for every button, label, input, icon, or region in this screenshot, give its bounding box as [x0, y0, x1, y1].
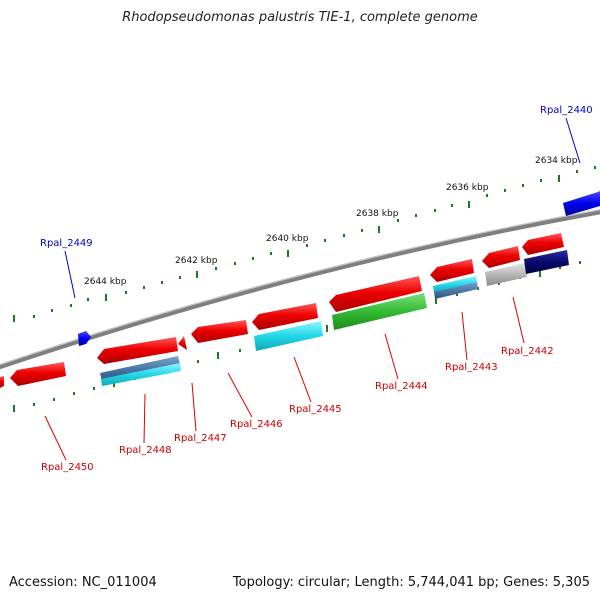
feature-bar-cyan — [254, 321, 323, 351]
gene-Rpal_2449-arrow[interactable] — [78, 331, 91, 346]
gene-Rpal_2442-right-arrow[interactable] — [522, 233, 564, 255]
gene-Rpal_2450-left-fragment[interactable] — [0, 376, 4, 388]
gene-label-Rpal_2445[interactable]: Rpal_2445 — [289, 404, 342, 415]
feature-bar-cyan — [101, 363, 181, 386]
leader-line — [143, 393, 146, 444]
gene-label-Rpal_2443[interactable]: Rpal_2443 — [445, 362, 498, 373]
feature-bar-cyan — [433, 276, 477, 293]
gene-Rpal_2448-arrow[interactable] — [97, 337, 178, 364]
gene-Rpal_2442-left-arrow[interactable] — [482, 246, 520, 268]
leader-line — [227, 372, 253, 418]
feature-bar-steelblue — [100, 356, 180, 381]
map-title: Rhodopseudomonas palustris TIE-1, comple… — [122, 10, 478, 25]
feature-bar-gray — [485, 263, 527, 286]
gene-label-Rpal_2440[interactable]: Rpal_2440 — [540, 105, 593, 116]
outer-tick-ruler — [13, 166, 596, 322]
leader-line — [64, 250, 76, 299]
genome-backbone-highlight — [0, 209, 600, 366]
topology-text: Topology: circular; Length: 5,744,041 bp… — [232, 575, 590, 590]
gene-Rpal_2440-arrow[interactable] — [563, 191, 600, 216]
kbp-label: 2642 kbp — [175, 256, 218, 266]
kbp-label: 2644 kbp — [84, 277, 127, 287]
gene-Rpal_2445-arrow[interactable] — [252, 303, 318, 330]
genome-backbone — [0, 209, 600, 370]
gene-Rpal_2447-arrow[interactable] — [178, 336, 187, 350]
kbp-labels: 2634 kbp 2636 kbp 2638 kbp 2640 kbp 2642… — [84, 156, 578, 287]
leader-line — [461, 311, 468, 361]
gene-label-Rpal_2447[interactable]: Rpal_2447 — [174, 433, 227, 444]
kbp-label: 2636 kbp — [446, 183, 489, 193]
gene-label-Rpal_2448[interactable]: Rpal_2448 — [119, 445, 172, 456]
leader-line — [565, 117, 581, 164]
gene-Rpal_2446-arrow[interactable] — [191, 320, 248, 343]
leader-lines — [44, 117, 581, 461]
gene-label-Rpal_2449[interactable]: Rpal_2449 — [40, 238, 93, 249]
kbp-label: 2640 kbp — [266, 234, 309, 244]
leader-line — [512, 296, 525, 344]
gene-label-Rpal_2444[interactable]: Rpal_2444 — [375, 381, 428, 392]
gene-labels: Rpal_2440 Rpal_2442 Rpal_2443 Rpal_2444 … — [40, 105, 593, 473]
gene-label-Rpal_2446[interactable]: Rpal_2446 — [230, 419, 283, 430]
gene-Rpal_2443-arrow[interactable] — [430, 259, 474, 282]
leader-line — [293, 356, 312, 403]
feature-bar-green — [332, 293, 427, 330]
feature-bar-steelblue — [434, 282, 478, 299]
gene-Rpal_2444-arrow[interactable] — [329, 276, 422, 312]
gene-label-Rpal_2442[interactable]: Rpal_2442 — [501, 346, 554, 357]
gene-Rpal_2450-arrow[interactable] — [10, 362, 66, 386]
kbp-label: 2634 kbp — [535, 156, 578, 166]
gene-label-Rpal_2450[interactable]: Rpal_2450 — [41, 462, 94, 473]
kbp-label: 2638 kbp — [356, 209, 399, 219]
leader-line — [44, 415, 67, 461]
leader-line — [384, 333, 399, 380]
feature-bar-navy — [524, 250, 569, 274]
accession-text: Accession: NC_011004 — [9, 575, 157, 590]
leader-line — [191, 382, 197, 432]
